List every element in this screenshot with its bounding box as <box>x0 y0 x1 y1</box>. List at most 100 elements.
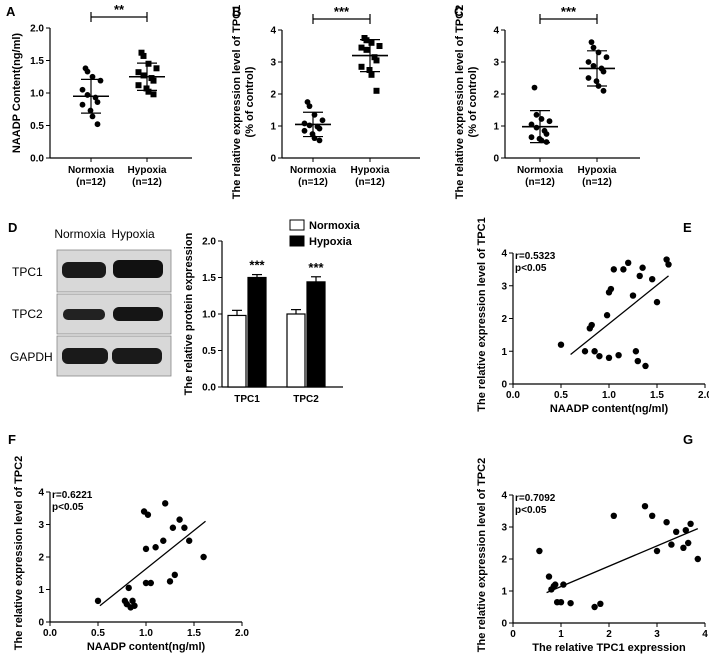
y-tick-label: 1 <box>38 585 44 596</box>
data-point <box>536 547 543 555</box>
y-axis-label-line: The relative expression level of TPC2 <box>476 458 488 652</box>
x-tick-label: 4 <box>702 629 708 640</box>
panel-label-g: G <box>683 432 693 447</box>
data-point <box>591 348 598 355</box>
data-point <box>89 113 96 120</box>
category-label: Hypoxia <box>578 165 617 176</box>
data-point <box>591 603 598 611</box>
x-tick-label: 1.0 <box>139 628 153 639</box>
data-point <box>632 348 640 355</box>
category-n-label: (n=12) <box>582 177 612 188</box>
data-point <box>597 600 604 607</box>
y-tick-label: 4 <box>270 26 276 37</box>
bar-hypoxia-tpc1 <box>247 276 267 388</box>
y-tick-label: 2 <box>270 90 276 101</box>
x-tick-label: 0.0 <box>506 390 520 401</box>
data-point <box>145 88 152 95</box>
x-tick-label: 2.0 <box>698 390 709 401</box>
y-axis-label-d: The relative protein expression <box>183 232 195 395</box>
data-point <box>138 49 145 56</box>
data-point <box>129 597 136 605</box>
data-point <box>625 259 632 267</box>
data-point <box>673 528 680 535</box>
y-tick-label: 1.5 <box>202 273 216 284</box>
blot-header-hypoxia: Hypoxia <box>111 227 155 241</box>
data-point <box>153 65 160 72</box>
data-point <box>144 511 152 518</box>
y-tick-label: 4 <box>501 249 507 260</box>
data-point <box>181 524 188 531</box>
panel-label-c: C <box>454 4 464 19</box>
data-point <box>376 43 383 49</box>
category-n-label: (n=12) <box>355 177 385 188</box>
significance-marker: *** <box>249 258 265 273</box>
legend-swatch-hypoxia <box>289 235 305 247</box>
bar-chart-panel-d: 0.0 0.5 1.0 1.5 2.0 The relative protein expr… <box>183 219 361 405</box>
x-tick-label: 0.5 <box>91 628 105 639</box>
data-point <box>600 68 607 75</box>
y-tick-label: 3 <box>493 58 499 69</box>
data-point <box>368 71 375 78</box>
data-point <box>603 54 610 61</box>
blot-band-tpc2-normoxia <box>63 309 105 320</box>
blot-row-label-gapdh: GAPDH <box>10 350 53 364</box>
panel-label-f: F <box>8 432 16 447</box>
data-point <box>84 68 91 75</box>
data-point <box>131 602 138 609</box>
y-tick-label: 0 <box>270 154 276 165</box>
data-point <box>528 134 535 141</box>
y-tick-label: 4 <box>493 26 499 37</box>
data-point <box>200 553 207 561</box>
x-tick-label: 1.5 <box>650 390 664 401</box>
x-tick-label: 2.0 <box>235 628 249 639</box>
data-point <box>358 44 365 51</box>
dot-plot-panel-a: 0.0 0.5 1.0 1.5 2.0 NAADP Content(ng/ml) Normo… <box>11 2 192 188</box>
y-tick-label: 0 <box>493 154 499 165</box>
y-tick-label: 0.0 <box>202 383 216 394</box>
data-point <box>531 84 538 91</box>
data-point <box>567 599 574 607</box>
y-axis-label-line: (% of control) <box>467 66 479 137</box>
correlation-p-value: p<0.05 <box>52 502 84 513</box>
y-tick-label: 2 <box>493 90 499 101</box>
y-tick-label: 3 <box>38 520 44 531</box>
data-point <box>171 571 178 579</box>
y-tick-label: 1 <box>493 122 499 133</box>
y-tick-label: 2.0 <box>202 237 216 248</box>
blot-band-gapdh-hypoxia <box>112 348 162 364</box>
legend-swatch-normoxia <box>289 219 305 231</box>
y-tick-label: 0 <box>501 619 507 630</box>
y-axis-label-a: NAADP Content(ng/ml) <box>11 33 23 154</box>
data-point <box>639 264 646 271</box>
data-point <box>552 581 559 588</box>
data-point <box>79 86 86 93</box>
data-point <box>97 77 104 84</box>
data-point <box>371 54 378 61</box>
y-tick-label: 1 <box>501 587 507 598</box>
significance-marker: *** <box>561 4 577 19</box>
data-point <box>140 52 147 59</box>
data-point <box>160 537 167 544</box>
blot-header-normoxia: Normoxia <box>54 227 106 241</box>
data-point <box>653 298 661 306</box>
data-point <box>135 82 142 89</box>
y-tick-label: 4 <box>38 488 44 499</box>
data-point <box>316 137 323 144</box>
significance-marker: *** <box>334 4 350 19</box>
data-point <box>142 545 150 553</box>
data-point <box>603 312 611 319</box>
data-point <box>607 285 615 293</box>
data-point <box>596 352 603 360</box>
data-point <box>694 555 701 563</box>
y-tick-label: 1.5 <box>30 56 44 67</box>
bar-normoxia-tpc1 <box>227 314 247 388</box>
data-point <box>169 524 177 531</box>
significance-marker: ** <box>114 2 125 17</box>
data-point <box>319 117 326 124</box>
y-tick-label: 3 <box>501 281 507 292</box>
data-point <box>546 118 553 125</box>
data-point <box>668 541 675 548</box>
data-point <box>610 266 617 273</box>
x-tick-label: 1.0 <box>602 390 616 401</box>
